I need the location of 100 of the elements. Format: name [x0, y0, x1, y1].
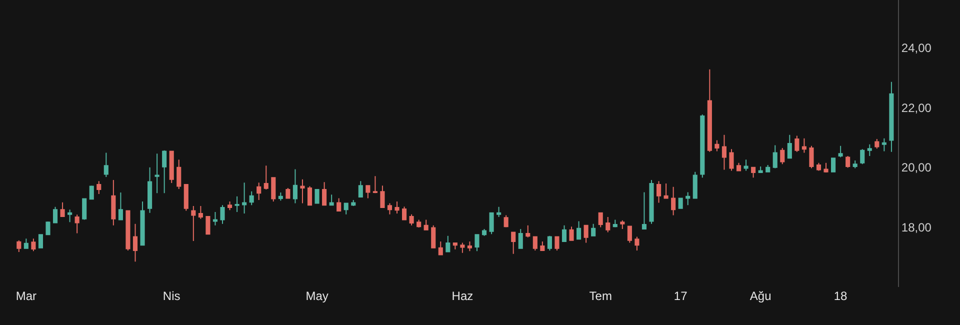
candlestick — [60, 202, 65, 217]
candlestick — [496, 206, 502, 218]
x-tick-label: 18 — [834, 289, 848, 303]
candlestick — [467, 241, 472, 252]
candlestick — [227, 201, 232, 211]
candlestick — [206, 216, 210, 235]
candlestick — [744, 159, 748, 172]
candlestick — [409, 214, 414, 226]
candlestick — [852, 160, 858, 169]
candlestick — [169, 150, 174, 184]
candlestick — [780, 147, 785, 165]
candlestick — [518, 228, 523, 249]
candlestick — [612, 219, 618, 228]
candlestick — [416, 219, 422, 228]
candlestick — [38, 234, 43, 248]
candlestick — [424, 219, 428, 230]
candlestick — [809, 145, 814, 169]
candlestick — [802, 138, 806, 154]
candlestick — [438, 241, 443, 256]
y-tick-label: 20,00 — [901, 160, 932, 175]
candlestick — [387, 202, 392, 215]
candlestick — [642, 192, 647, 230]
candlestick — [111, 179, 116, 226]
candlestick — [234, 196, 240, 212]
candlestick — [547, 235, 552, 252]
candlestick — [634, 236, 640, 252]
candlestick — [176, 159, 182, 190]
candlestick — [322, 182, 327, 206]
candlestick — [358, 180, 363, 198]
candlestick — [846, 156, 850, 168]
candlestick — [82, 198, 87, 220]
candlestick — [772, 144, 778, 169]
x-tick-label: Haz — [452, 289, 474, 303]
candlestick — [212, 211, 218, 226]
candlestick — [860, 148, 865, 165]
candlestick — [824, 162, 828, 173]
candlestick — [656, 180, 662, 204]
candlestick — [482, 228, 487, 236]
candlestick — [256, 182, 262, 200]
candlestick — [540, 241, 545, 252]
candlestick — [729, 148, 734, 172]
candlestick — [576, 220, 582, 240]
candlestick — [431, 224, 436, 248]
candlestick — [787, 134, 792, 159]
candlestick — [344, 202, 348, 215]
candlestick — [126, 210, 130, 252]
y-tick-label: 24,00 — [901, 41, 932, 56]
x-tick-label: 17 — [674, 289, 688, 303]
candlestick — [678, 198, 683, 209]
candlestick — [104, 152, 108, 178]
x-tick-label: May — [306, 289, 328, 303]
candlestick — [264, 165, 268, 190]
candlestick — [366, 185, 370, 199]
candlestick — [714, 140, 720, 152]
candlestick — [707, 68, 712, 152]
y-tick-label: 18,00 — [901, 220, 932, 234]
candlestick — [584, 224, 588, 244]
candlestick — [474, 234, 480, 252]
candlestick — [314, 189, 320, 204]
candlestick — [452, 242, 458, 250]
candlestick — [606, 216, 610, 233]
candlestick — [460, 242, 465, 254]
candlestick — [569, 226, 574, 241]
x-tick-label: Mar — [16, 289, 37, 303]
candlestick — [562, 224, 567, 242]
candlestick — [889, 81, 894, 152]
candlestick — [402, 206, 407, 220]
candlestick — [649, 179, 654, 224]
candlestick — [184, 184, 188, 212]
candlestick — [52, 206, 58, 224]
candlestick — [751, 166, 756, 178]
candlestick — [351, 200, 356, 206]
candlestick — [692, 171, 698, 199]
candlestick — [300, 178, 305, 204]
candlestick — [329, 194, 334, 206]
candlestick — [816, 162, 822, 172]
candlestick — [140, 201, 145, 246]
y-tick-label: 22,00 — [901, 100, 932, 115]
candlestick — [16, 240, 22, 253]
candlestick — [292, 168, 298, 204]
candlestick — [664, 183, 668, 199]
candlestick — [686, 192, 690, 206]
candlestick — [627, 226, 632, 244]
candlestick — [372, 176, 378, 194]
candlestick — [838, 145, 843, 158]
candlestick — [867, 144, 872, 157]
candlestick — [132, 223, 138, 262]
candlestick — [554, 236, 560, 252]
candlestick — [278, 192, 283, 202]
candlestick — [526, 224, 530, 238]
candlestick — [74, 214, 80, 234]
candlestick — [874, 138, 880, 150]
candlestick — [118, 192, 123, 220]
candlestick — [271, 177, 276, 202]
candlestick — [736, 162, 742, 172]
candlestick — [46, 221, 50, 236]
candlestick — [191, 205, 196, 242]
x-tick-label: Nis — [162, 289, 180, 303]
x-tick-label: Tem — [589, 289, 612, 303]
candlestick — [336, 198, 342, 212]
